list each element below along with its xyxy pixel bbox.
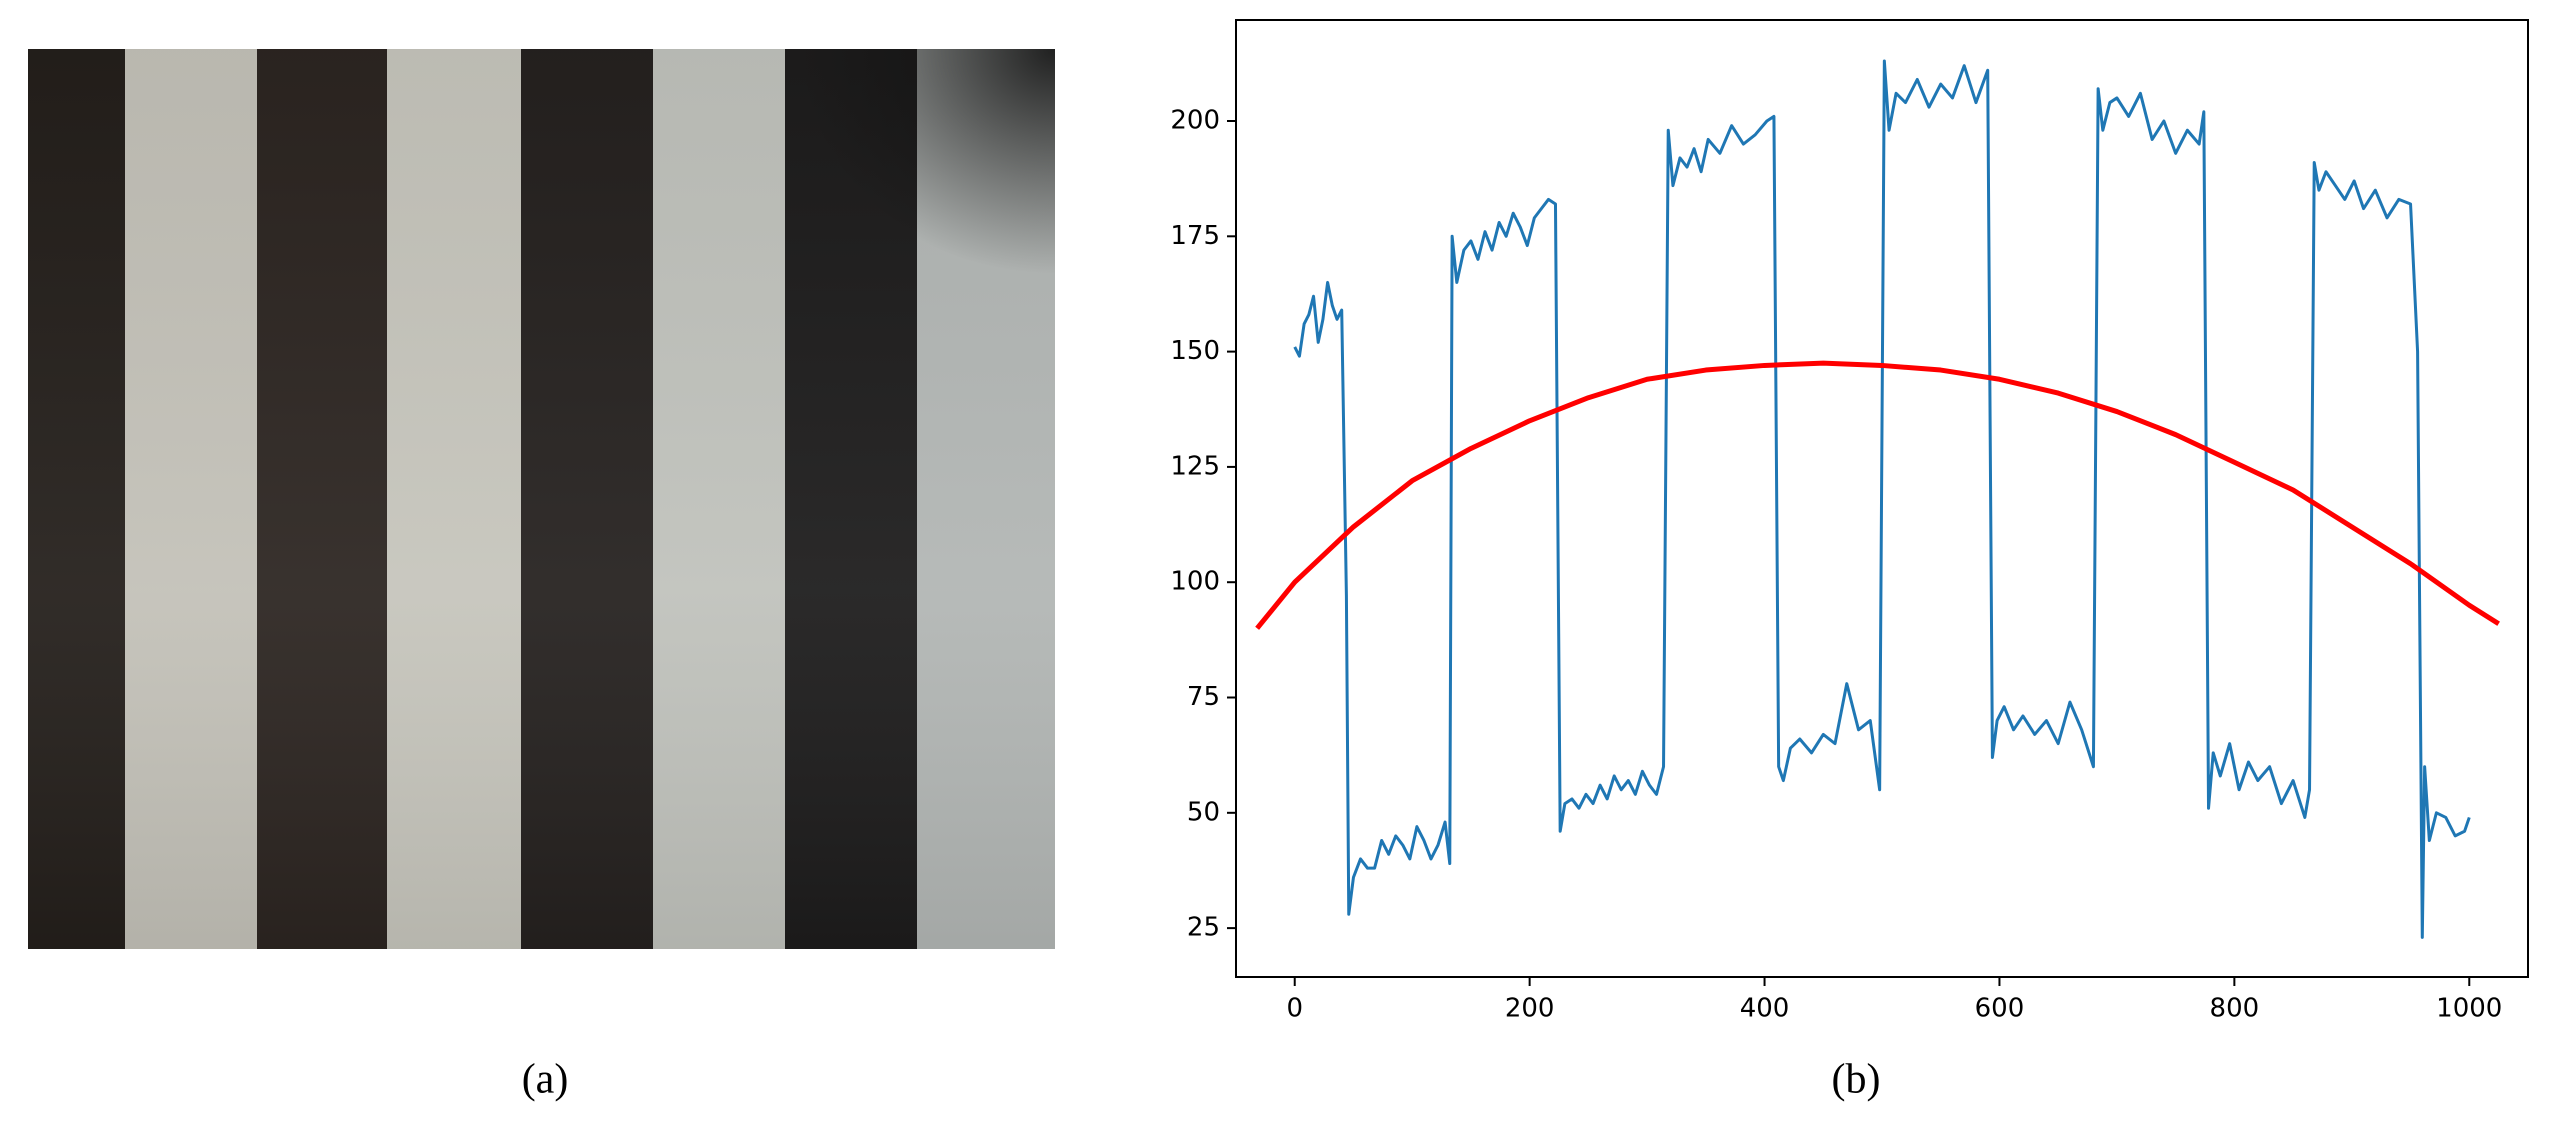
x-tick-label: 0 <box>1286 994 1303 1024</box>
y-tick-label: 150 <box>1170 336 1220 366</box>
x-tick-label: 400 <box>1740 994 1790 1024</box>
y-tick-label: 50 <box>1187 797 1220 827</box>
data-line <box>1293 59 2471 939</box>
x-tick-label: 1000 <box>2436 994 2502 1024</box>
x-tick-label: 200 <box>1505 994 1555 1024</box>
data-line <box>1255 360 2500 630</box>
x-tick-label: 600 <box>1975 994 2025 1024</box>
caption: (b) <box>1832 1057 1881 1103</box>
y-tick-label: 175 <box>1170 221 1220 251</box>
caption: (a) <box>522 1057 569 1103</box>
y-tick-label: 75 <box>1187 682 1220 712</box>
y-tick-label: 100 <box>1170 567 1220 597</box>
axes-frame <box>1235 19 2529 978</box>
x-tick-label: 800 <box>2210 994 2260 1024</box>
shading <box>28 49 1055 949</box>
y-tick-label: 200 <box>1170 106 1220 136</box>
stripe-photo <box>28 49 1055 949</box>
y-tick-label: 125 <box>1170 451 1220 481</box>
y-tick-label: 25 <box>1187 913 1220 943</box>
